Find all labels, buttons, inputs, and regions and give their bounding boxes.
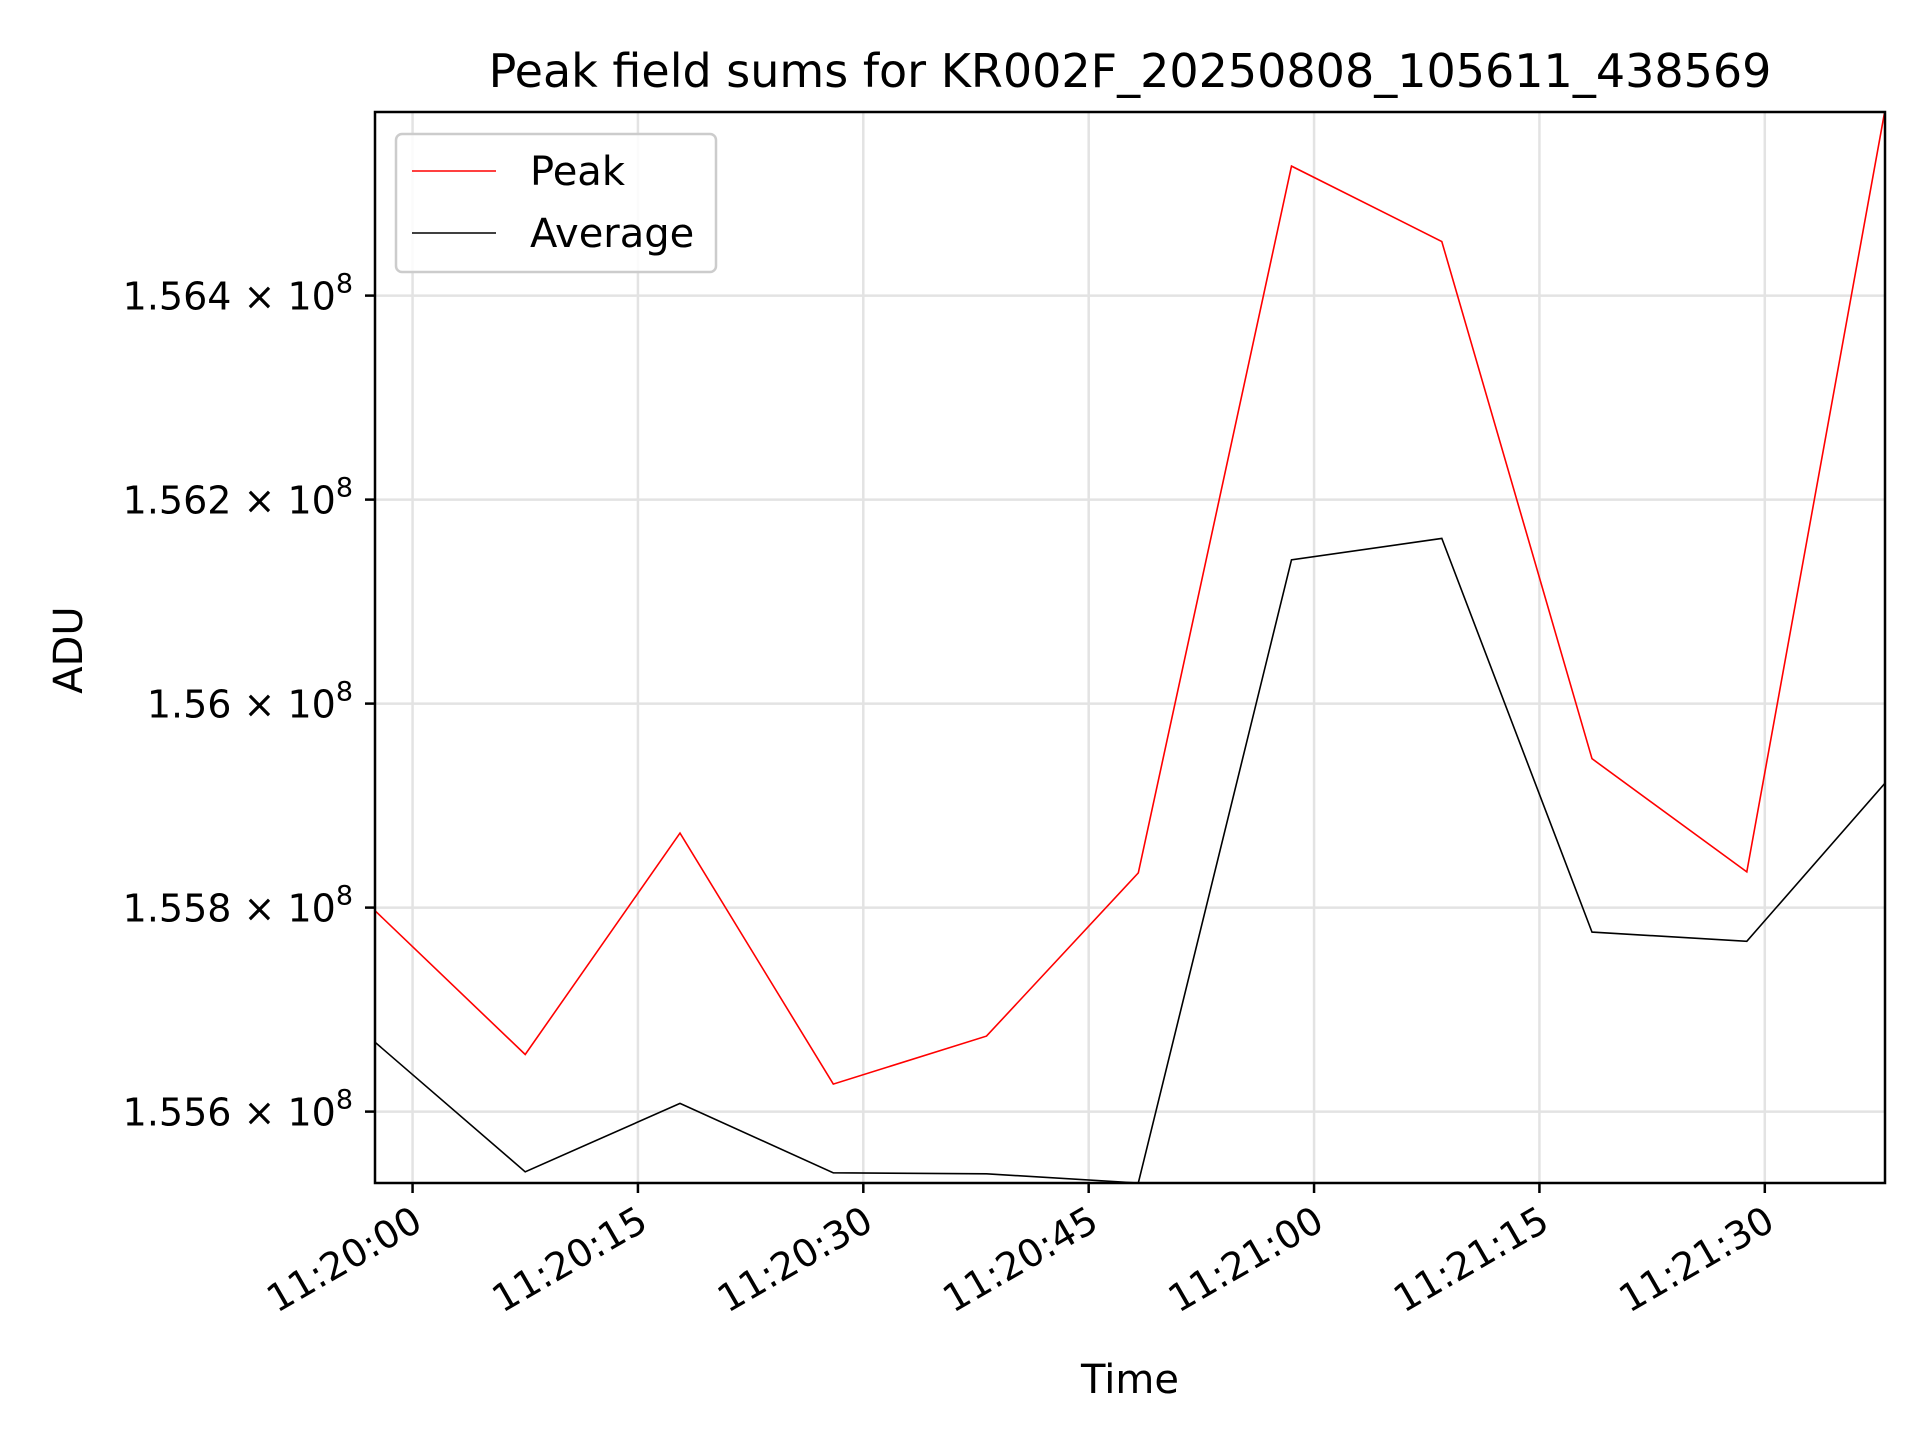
x-tick-label: 11:21:30: [1611, 1198, 1781, 1321]
series-line-average: [375, 537, 1885, 1183]
x-tick-label: 11:20:00: [259, 1198, 429, 1321]
y-tick-exponent: 8: [336, 269, 353, 300]
y-tick-multiplier: × 10: [231, 683, 335, 727]
y-tick-mantissa: 1.556: [123, 1091, 232, 1135]
y-axis-label: ADU: [46, 606, 92, 693]
y-tick-exponent: 8: [336, 473, 353, 504]
legend: Peak Average: [394, 132, 718, 274]
y-tick-label: 1.556 × 108: [123, 1085, 353, 1135]
y-tick-label: 1.562 × 108: [123, 473, 353, 523]
tick-layer: 11:20:00 11:20:15 11:20:30 11:20:45 11:21:00…: [123, 269, 1782, 1322]
series-layer: [375, 112, 1885, 1183]
y-tick-exponent: 8: [336, 881, 353, 912]
y-tick-exponent: 8: [336, 677, 353, 708]
y-tick-multiplier: × 10: [231, 275, 335, 319]
x-axis-label: Time: [1080, 1357, 1179, 1403]
x-tick-label: 11:21:00: [1161, 1198, 1331, 1321]
y-tick-mantissa: 1.558: [123, 887, 232, 931]
series-line-peak: [375, 112, 1885, 1086]
y-tick-exponent: 8: [336, 1085, 353, 1116]
x-tick-label: 11:20:15: [485, 1198, 655, 1321]
y-tick-multiplier: × 10: [231, 479, 335, 523]
y-tick-mantissa: 1.56: [147, 683, 232, 727]
x-tick-label: 11:20:30: [710, 1198, 880, 1321]
legend-box: [394, 132, 718, 274]
y-tick-mantissa: 1.564: [123, 275, 232, 319]
y-tick-label: 1.564 × 108: [123, 269, 353, 319]
y-tick-multiplier: × 10: [231, 1091, 335, 1135]
x-tick-label: 11:21:15: [1386, 1198, 1556, 1321]
y-tick-mantissa: 1.562: [123, 479, 232, 523]
y-tick-label: 1.56 × 108: [147, 677, 353, 727]
plot-frame: [373, 110, 1887, 1185]
y-tick-multiplier: × 10: [231, 887, 335, 931]
chart-title: Peak field sums for KR002F_20250808_1056…: [489, 44, 1772, 98]
grid-layer: [375, 112, 1885, 1183]
legend-label: Average: [530, 211, 694, 257]
legend-label: Peak: [530, 149, 626, 195]
y-tick-label: 1.558 × 108: [123, 881, 353, 931]
x-tick-label: 11:20:45: [935, 1198, 1105, 1321]
